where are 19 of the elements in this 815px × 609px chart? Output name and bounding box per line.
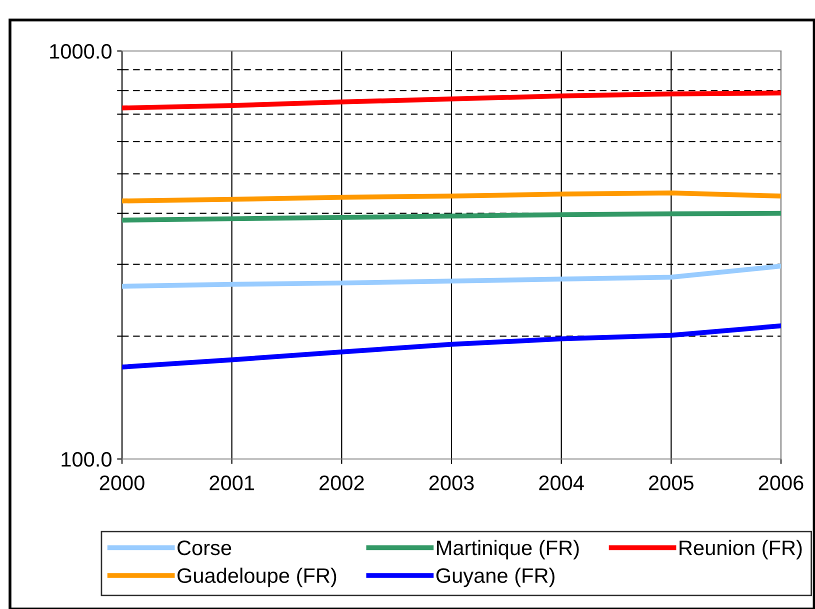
- legend-label: Martinique (FR): [437, 540, 579, 560]
- y-tick-label: 100.0: [62, 452, 112, 467]
- x-tick-label: 2002: [320, 476, 364, 490]
- x-tick-label: 2001: [210, 476, 254, 490]
- line-series: [122, 90, 781, 110]
- x-tick-label: 2006: [758, 476, 804, 490]
- x-tick-label: 2000: [100, 476, 144, 490]
- line-series: [122, 323, 781, 370]
- line-series: [122, 210, 781, 223]
- line-series: [122, 190, 781, 204]
- legend-label: Guyane (FR): [436, 568, 554, 588]
- legend-label: Reunion (FR): [680, 540, 802, 560]
- x-tick-label: 2005: [649, 476, 694, 490]
- y-tick-label: 1000.0: [50, 44, 112, 59]
- line-series: [122, 264, 781, 289]
- legend-label: Guadeloupe (FR): [178, 568, 336, 588]
- legend-label: Corse: [178, 540, 232, 556]
- x-tick-label: 2004: [539, 476, 584, 490]
- x-tick-label: 2003: [429, 476, 474, 490]
